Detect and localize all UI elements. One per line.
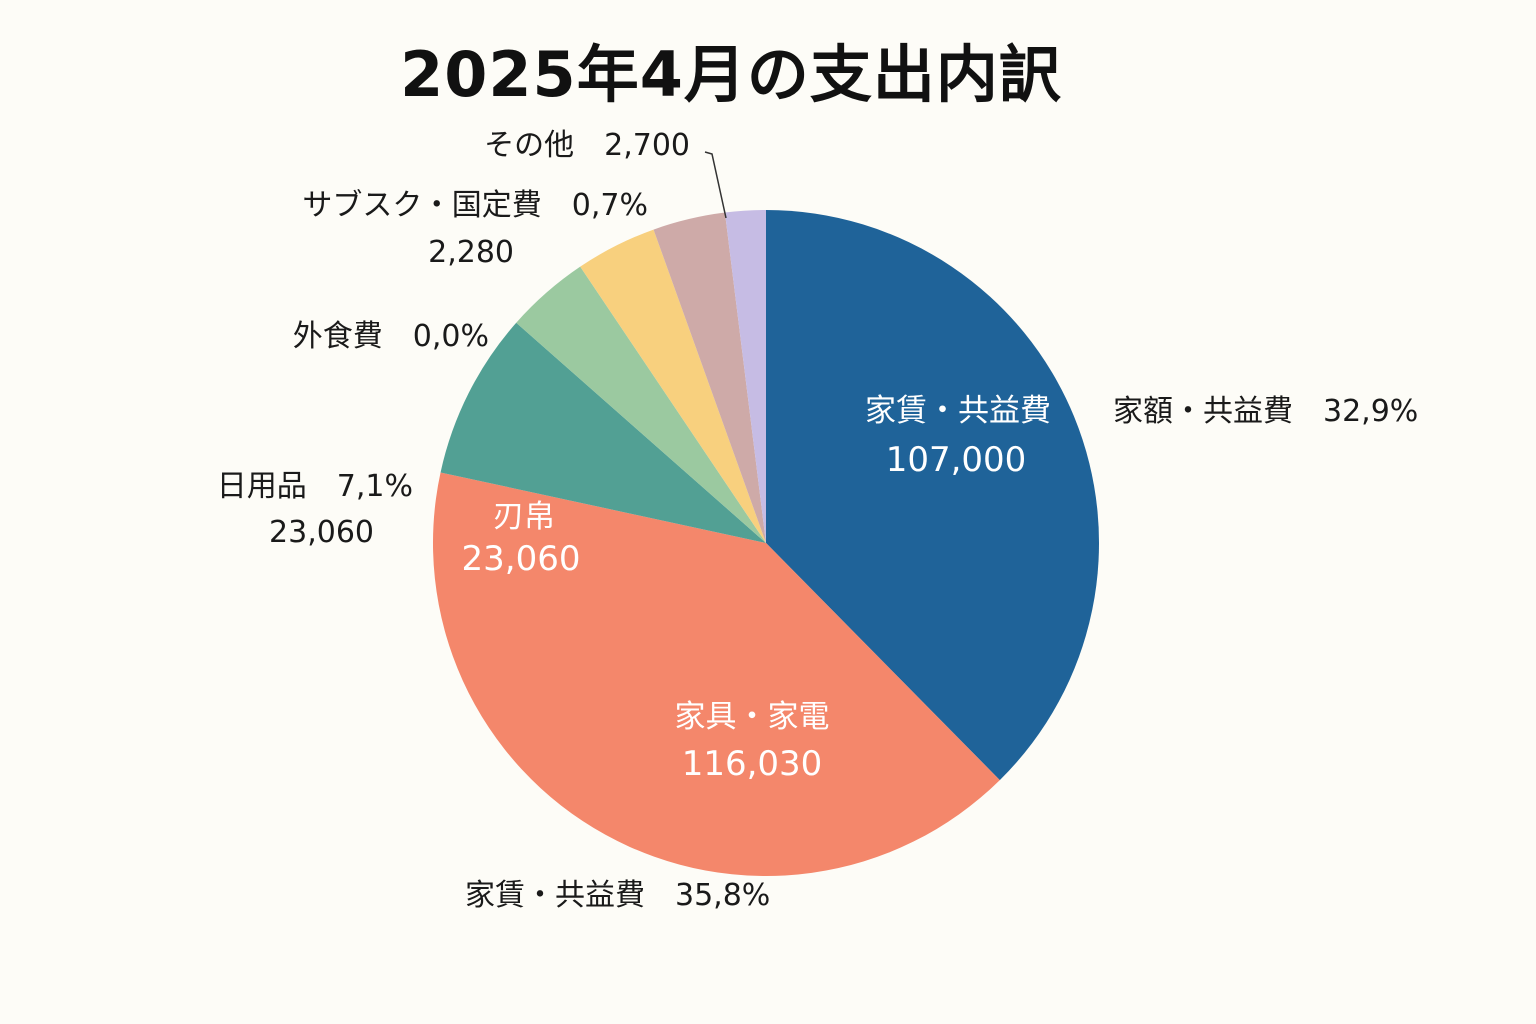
pie-slice-4 [516, 266, 766, 543]
pie-slice-3 [440, 322, 766, 543]
inside-label-rent-name: 家賃・共益費 [865, 393, 1051, 429]
outside-label-bottom: 家賃・共益費 35,8% [465, 878, 770, 913]
inside-label-furniture-value: 116,030 [682, 744, 823, 784]
outside-label-daily-line1: 日用品 7,1% [217, 469, 413, 504]
inside-label-daily-value: 23,060 [462, 539, 581, 579]
pie-slice-7 [724, 210, 766, 543]
outside-label-right: 家額・共益費 32,9% [1113, 394, 1418, 429]
pie-slice-5 [580, 229, 766, 543]
inside-label-rent-value: 107,000 [886, 440, 1027, 480]
outside-label-dining: 外食費 0,0% [293, 319, 489, 354]
outside-label-subscription-line1: サブスク・国定費 0,7% [302, 188, 648, 223]
outside-label-subscription-line2: 2,280 [428, 235, 514, 270]
inside-label-furniture-name: 家具・家電 [675, 699, 830, 735]
inside-label-daily-name: 刃帛 [493, 499, 555, 535]
outside-label-other: その他 2,700 [484, 128, 690, 163]
pie-slice-2 [432, 472, 1000, 877]
pie-slice-6 [653, 212, 766, 544]
pie-slice-1 [766, 210, 1100, 781]
chart-title: 2025年4月の支出内訳 [400, 38, 1062, 111]
leader-line-other [704, 151, 727, 219]
outside-label-daily-line2: 23,060 [269, 515, 374, 550]
slices-layer [432, 210, 1100, 877]
